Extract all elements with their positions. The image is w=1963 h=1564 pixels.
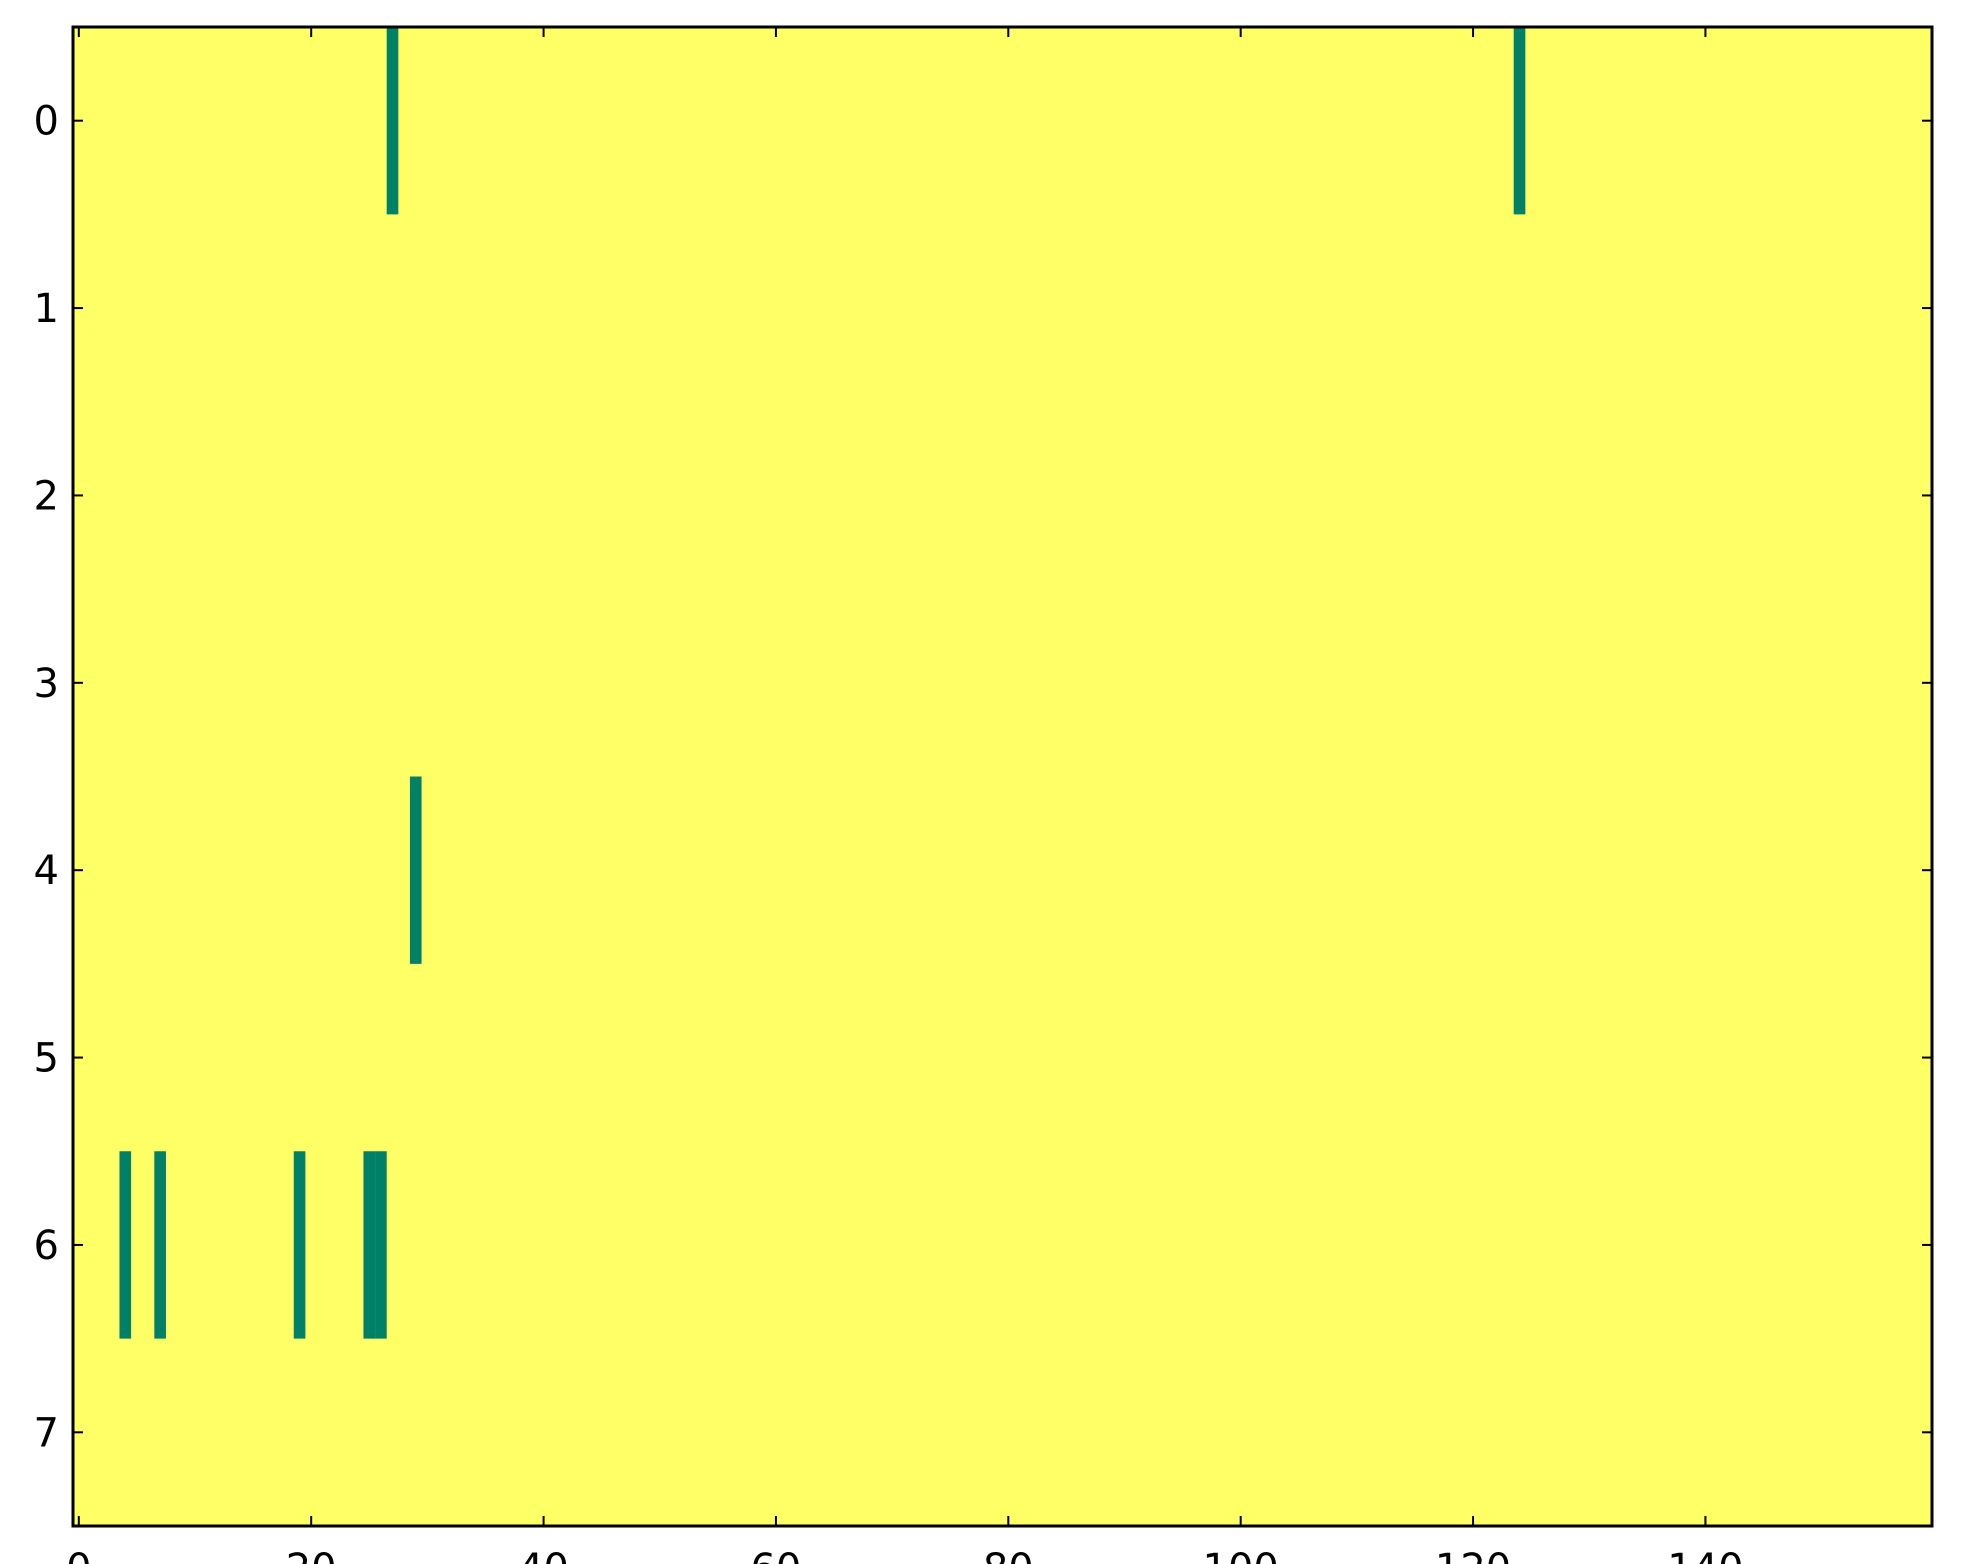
heatmap-cell <box>363 1151 376 1339</box>
x-tick-label: 100 <box>1203 1546 1279 1564</box>
y-tick-label: 0 <box>34 99 59 145</box>
ticks-layer: 0 20 40 60 80 100 120 140 0 1 2 3 4 5 6 7 <box>34 27 1932 1564</box>
heatmap-cell <box>409 776 422 964</box>
y-tick-label: 1 <box>34 286 59 332</box>
y-tick-label: 3 <box>34 661 59 707</box>
x-tick-label: 20 <box>286 1546 337 1564</box>
heatmap-cell <box>375 1151 387 1339</box>
heatmap-cell <box>386 27 399 215</box>
cells-layer <box>119 27 1526 1339</box>
x-tick-label: 0 <box>66 1546 91 1564</box>
x-tick-label: 40 <box>518 1546 569 1564</box>
y-tick-label: 7 <box>34 1410 59 1456</box>
heatmap-cell <box>119 1151 132 1339</box>
heatmap-cell <box>293 1151 306 1339</box>
x-tick-label: 80 <box>983 1546 1034 1564</box>
y-tick-label: 4 <box>34 848 59 894</box>
plot-frame <box>71 25 1934 1528</box>
plot-background <box>73 27 1932 1526</box>
y-tick-label: 2 <box>34 473 59 519</box>
y-tick-label: 6 <box>34 1223 59 1269</box>
x-tick-label: 140 <box>1667 1546 1743 1564</box>
y-tick-label: 5 <box>34 1036 59 1082</box>
x-tick-label: 120 <box>1435 1546 1511 1564</box>
x-tick-label: 60 <box>750 1546 801 1564</box>
heatmap-cell <box>1513 27 1526 215</box>
heatmap-cell <box>154 1151 166 1339</box>
